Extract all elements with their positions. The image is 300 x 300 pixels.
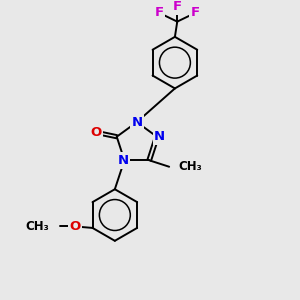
Text: CH₃: CH₃ [178,160,202,173]
Text: O: O [90,126,101,139]
Text: F: F [173,0,182,13]
Text: N: N [154,130,165,143]
Text: N: N [131,116,142,129]
Text: O: O [69,220,80,233]
Text: F: F [154,6,164,19]
Text: CH₃: CH₃ [26,220,50,233]
Text: F: F [191,6,200,19]
Text: N: N [117,154,128,167]
